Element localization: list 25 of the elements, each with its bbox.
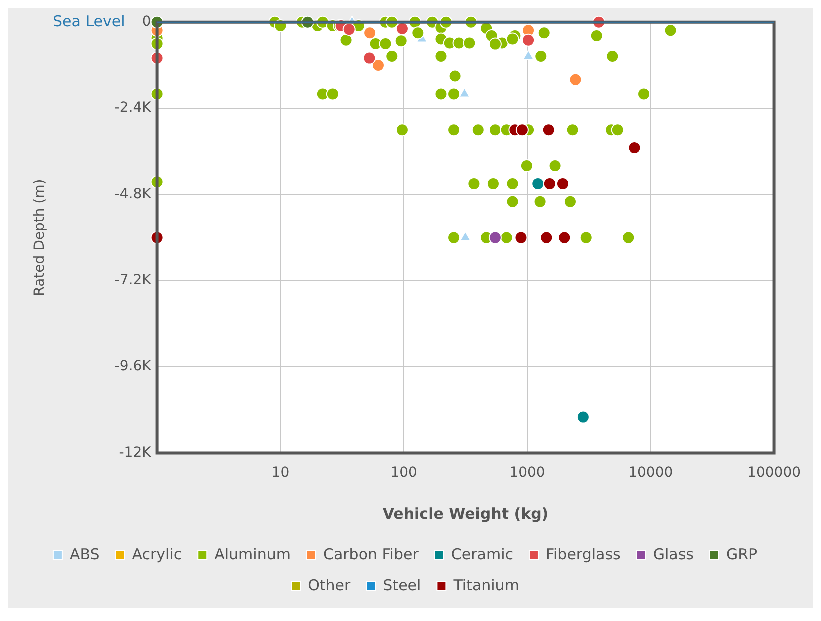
x-tick-label: 100000 [748, 465, 802, 482]
x-axis-title: Vehicle Weight (kg) [382, 504, 549, 523]
y-tick-label: -7.2K [114, 272, 152, 289]
legend-label: ABS [70, 545, 100, 564]
y-tick-label: 0 [142, 14, 152, 30]
legend-label: Fiberglass [546, 545, 622, 564]
legend-label: GRP [726, 545, 758, 564]
legend-label: Acrylic [132, 545, 182, 564]
legend-label: Titanium [452, 576, 520, 594]
x-tick-label: 100 [390, 465, 418, 482]
y-tick-label: -2.4K [114, 100, 152, 116]
x-tick-label: 10000 [628, 465, 674, 482]
legend-label: Steel [383, 576, 422, 594]
ref-line-label: Sea Level [52, 12, 126, 30]
y-tick-label: -9.6K [114, 358, 152, 375]
y-tick-label: -4.8K [114, 186, 152, 202]
legend-label: Ceramic [451, 545, 514, 564]
legend-label: Carbon Fiber [323, 545, 420, 564]
y-tick-label: -12K [119, 444, 152, 461]
x-tick-label: 10 [272, 465, 290, 482]
legend-label: Other [308, 576, 352, 594]
legend-label: Aluminum [214, 545, 291, 564]
legend-label: Glass [653, 545, 694, 564]
x-tick-label: 1000 [510, 465, 546, 482]
y-axis-title: Rated Depth (m) [32, 179, 48, 296]
